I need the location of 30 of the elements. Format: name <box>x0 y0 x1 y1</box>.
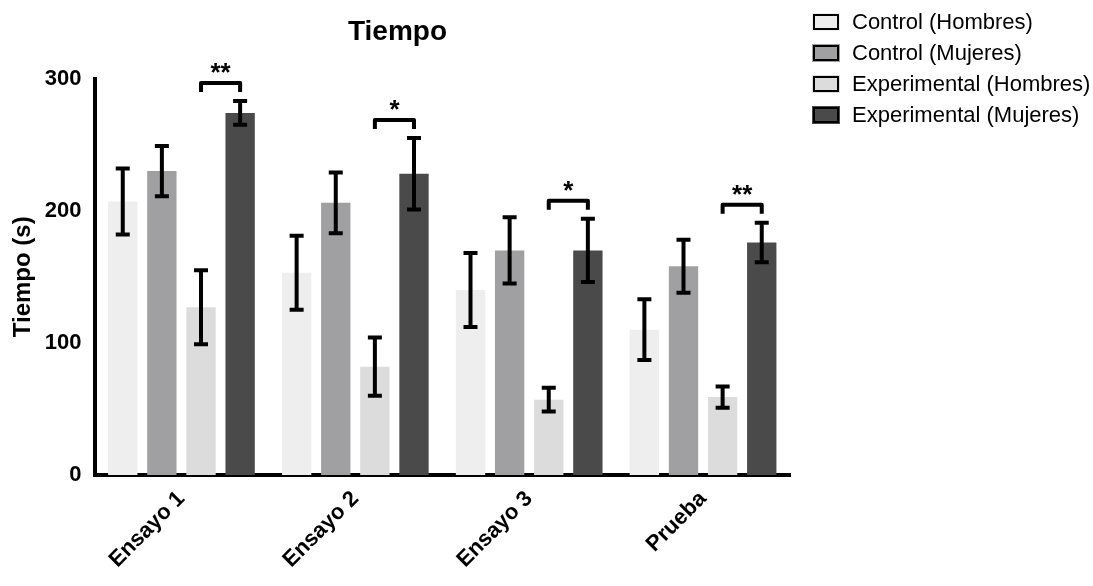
bar <box>281 272 312 476</box>
bar <box>668 266 699 476</box>
legend-label: Experimental (Hombres) <box>852 70 1091 97</box>
bar <box>108 201 138 476</box>
legend-label: Control (Hombres) <box>852 8 1033 35</box>
annotation: * <box>389 94 401 125</box>
bar <box>225 112 255 476</box>
y-tick-label: 100 <box>44 328 82 354</box>
bar <box>455 290 486 476</box>
bar <box>321 202 351 476</box>
annotation: ** <box>732 178 754 209</box>
legend-label: Experimental (Mujeres) <box>852 101 1080 128</box>
bar <box>186 307 216 476</box>
bar <box>629 329 660 476</box>
chart-title: Tiempo <box>347 14 448 46</box>
bar <box>534 399 564 476</box>
annotation: * <box>563 174 575 205</box>
bar <box>399 173 429 476</box>
annotation: ** <box>210 57 232 88</box>
bar <box>147 171 177 476</box>
bar <box>360 366 390 476</box>
y-tick-label: 0 <box>69 461 82 487</box>
bar <box>573 250 603 476</box>
legend-label: Control (Mujeres) <box>852 39 1022 66</box>
y-axis-title: Tiempo (s) <box>8 216 36 338</box>
bar <box>494 250 525 476</box>
bar <box>747 242 777 476</box>
y-tick-label: 200 <box>44 196 82 222</box>
bar <box>707 397 738 476</box>
y-tick-label: 300 <box>44 64 82 90</box>
